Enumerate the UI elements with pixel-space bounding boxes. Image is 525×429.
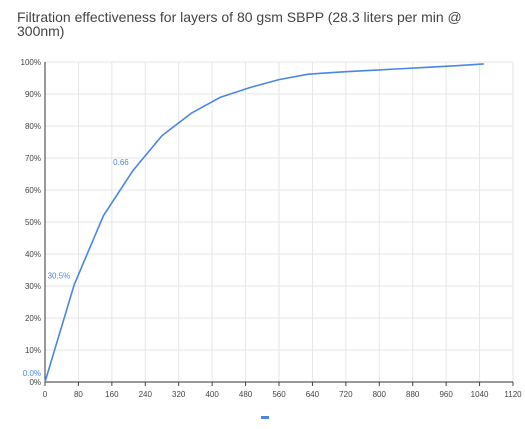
data-label: 0.66 [113,158,129,167]
data-label: 0.0% [23,369,41,378]
y-tick-label: 60% [25,186,41,195]
x-tick-label: 320 [172,390,186,399]
data-labels: 0.0% 30.5% 0.66 [23,158,130,378]
series-layer [44,63,484,383]
legend-swatch [261,416,269,419]
x-tick-labels: 0 80 160 240 320 400 480 560 640 720 800 880 960 1040… [43,390,522,399]
y-tick-labels: 0% 10% 20% 30% 40% 50% 60% 70% 80% 90% 100% [21,58,41,387]
y-tick-label: 70% [25,154,41,163]
y-tick-label: 30% [25,282,41,291]
x-tick-label: 400 [205,390,219,399]
y-tick-label: 90% [25,90,41,99]
x-tick-label: 1040 [471,390,489,399]
y-tick-label: 100% [21,58,41,67]
y-tick-label: 50% [25,218,41,227]
chart-title: Filtration effectiveness for layers of 8… [17,9,462,39]
x-tick-label: 880 [406,390,420,399]
legend [261,416,269,419]
x-tick-label: 640 [306,390,320,399]
x-tick-label: 560 [272,390,286,399]
axes [44,62,514,386]
x-tick-label: 0 [43,390,48,399]
x-tick-label: 720 [339,390,353,399]
y-tick-label: 10% [25,346,41,355]
series-line [44,63,484,383]
x-tick-label: 1120 [504,390,522,399]
x-tick-label: 800 [373,390,387,399]
y-tick-label: 80% [25,122,41,131]
x-tick-label: 240 [139,390,153,399]
y-tick-label: 40% [25,250,41,259]
gridlines [45,61,514,382]
x-tick-label: 480 [239,390,253,399]
y-tick-label: 0% [29,378,41,387]
x-tick-label: 80 [74,390,83,399]
data-label: 30.5% [48,271,71,280]
y-tick-label: 20% [25,314,41,323]
x-tick-label: 160 [105,390,119,399]
x-tick-label: 960 [439,390,453,399]
